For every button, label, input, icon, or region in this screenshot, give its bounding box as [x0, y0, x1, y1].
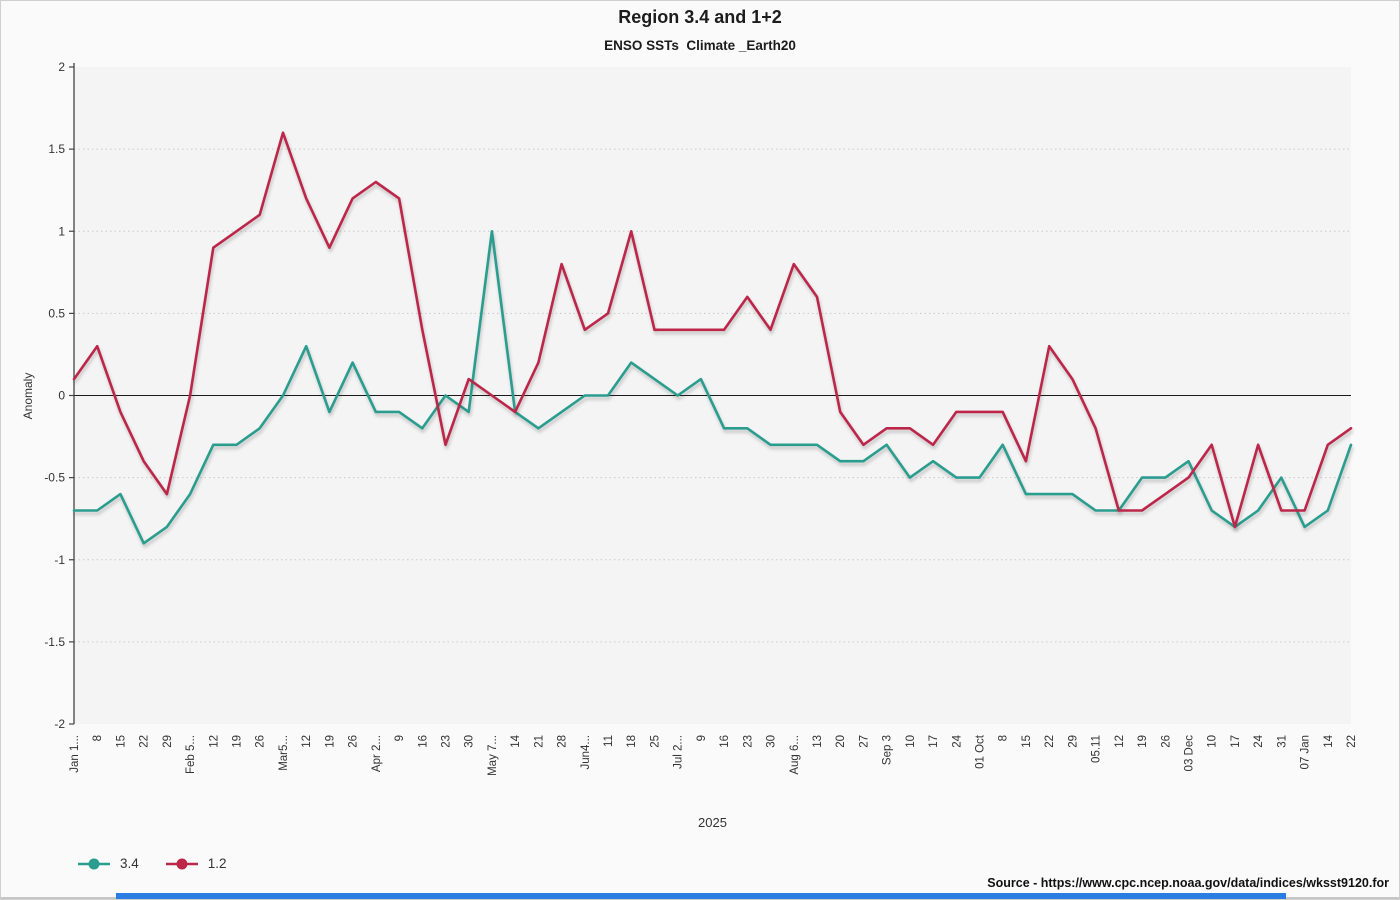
y-tick-label: 1.5 [48, 142, 65, 156]
series-line-3.4[interactable] [72, 230, 1353, 545]
y-tick-label: 0.5 [48, 306, 65, 320]
x-tick-label: 29 [162, 735, 174, 748]
x-tick-label: Jan 1... [69, 735, 81, 773]
x-tick-label: 21 [533, 735, 545, 748]
y-tick-label: 0 [58, 389, 65, 403]
y-axis-title: Anomaly [21, 372, 35, 420]
x-tick-label: 10 [1207, 735, 1219, 748]
x-tick-label: 23 [742, 735, 754, 748]
x-axis-title: 2025 [698, 815, 727, 830]
x-tick-label: Aug 6... [789, 735, 801, 775]
x-tick-label: May 7... [487, 735, 499, 776]
series-line-1.2[interactable] [72, 131, 1353, 529]
y-tick-label: -1 [54, 553, 65, 567]
x-tick-label: 10 [905, 735, 917, 748]
x-tick-label: 12 [208, 735, 220, 748]
x-tick-label: 12 [301, 735, 313, 748]
x-tick-label: 29 [1067, 735, 1079, 748]
x-tick-label: 30 [766, 735, 778, 748]
x-tick-label: 17 [1230, 735, 1242, 748]
legend-label-3-4: 3.4 [120, 856, 139, 871]
x-tick-label: 26 [1160, 735, 1172, 748]
x-tick-label: 07 Jan [1300, 735, 1312, 770]
x-tick-label: 26 [255, 735, 267, 748]
x-tick-label: Feb 5... [185, 735, 197, 774]
legend-item-series-1-2[interactable]: 1.2 [165, 856, 227, 871]
x-tick-label: Mar5... [278, 735, 290, 771]
x-tick-label: 01 Oct [975, 734, 987, 769]
x-tick-label: Jun4... [580, 735, 592, 770]
y-tick-label: -1.5 [44, 635, 65, 649]
y-tick-label: -0.5 [44, 471, 65, 485]
legend: 3.4 1.2 [77, 856, 227, 871]
x-tick-label: 8 [998, 735, 1010, 741]
x-tick-label: 9 [696, 735, 708, 741]
x-tick-label: 16 [719, 735, 731, 748]
x-tick-label: 18 [626, 735, 638, 748]
x-tick-label: Jul 2... [673, 735, 685, 769]
legend-item-series-3-4[interactable]: 3.4 [77, 856, 139, 871]
x-tick-label: 14 [510, 734, 522, 747]
x-tick-label: 14 [1323, 734, 1335, 747]
x-tick-label: 28 [557, 735, 569, 748]
legend-label-1-2: 1.2 [207, 856, 227, 871]
x-tick-label: 05.11 [1091, 735, 1103, 763]
x-tick-label: 25 [649, 735, 661, 748]
x-tick-label: 15 [1021, 735, 1033, 748]
x-tick-label: 15 [115, 735, 127, 748]
x-tick-label: 30 [464, 735, 476, 748]
x-tick-label: 03 Dec [1183, 735, 1195, 772]
x-tick-label: 17 [928, 735, 940, 748]
x-tick-label: 26 [348, 735, 360, 748]
x-tick-label: 23 [440, 735, 452, 748]
x-tick-label: 19 [232, 735, 244, 748]
x-tick-label: 22 [1044, 735, 1056, 748]
y-tick-label: -2 [54, 717, 65, 731]
x-tick-label: Apr 2... [371, 735, 383, 772]
x-tick-label: 20 [835, 735, 847, 748]
x-tick-label: 11 [603, 735, 615, 747]
source-text: Source - https://www.cpc.ncep.noaa.gov/d… [987, 876, 1389, 890]
x-tick-label: 12 [1114, 735, 1126, 748]
x-tick-label: 22 [139, 735, 151, 748]
x-tick-label: Sep 3 [882, 735, 894, 765]
x-tick-label: 8 [92, 735, 104, 741]
x-tick-label: 24 [951, 734, 963, 747]
x-tick-label: 31 [1276, 735, 1288, 748]
line-chart-canvas: 2 1.5 1 0.5 0 -0.5 -1 -1.5 -2 Jan 1... 8 15 22 29 Feb … [44, 60, 1358, 776]
y-tick-label: 2 [58, 60, 65, 74]
x-tick-label: 16 [417, 735, 429, 748]
x-tick-label: 24 [1253, 734, 1265, 747]
chart-subtitle: ENSO SSTs Climate _Earth20 [604, 38, 796, 53]
legend-marker-3-4-icon [78, 858, 110, 869]
x-tick-label: 9 [394, 735, 406, 741]
x-tick-label: 19 [1137, 735, 1149, 748]
legend-marker-1-2-icon [165, 858, 198, 869]
x-tick-label: 19 [324, 735, 336, 748]
bottom-scrollbar[interactable] [116, 893, 1286, 899]
y-tick-label: 1 [58, 224, 65, 238]
x-tick-label: 22 [1346, 735, 1358, 748]
x-tick-label: 13 [812, 735, 824, 748]
x-tick-label: 27 [858, 735, 870, 748]
chart-title: Region 3.4 and 1+2 [618, 7, 782, 27]
